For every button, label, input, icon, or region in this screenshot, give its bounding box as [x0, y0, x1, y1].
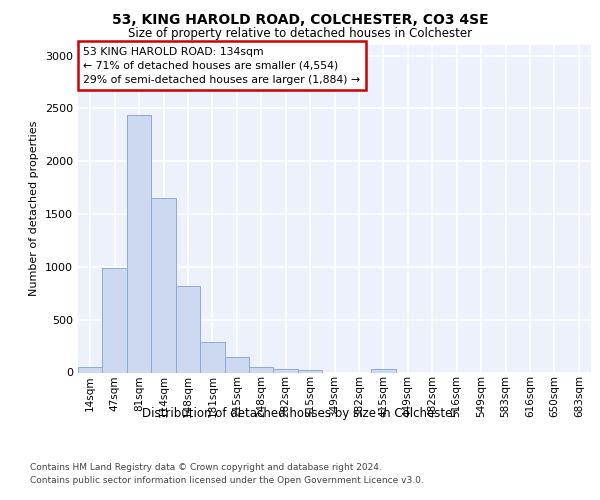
- Text: Contains HM Land Registry data © Crown copyright and database right 2024.: Contains HM Land Registry data © Crown c…: [30, 462, 382, 471]
- Bar: [127, 114, 151, 372]
- Bar: [249, 367, 274, 372]
- Text: 53 KING HAROLD ROAD: 134sqm
← 71% of detached houses are smaller (4,554)
29% of : 53 KING HAROLD ROAD: 134sqm ← 71% of det…: [83, 46, 360, 84]
- Bar: [298, 370, 322, 372]
- Bar: [224, 357, 249, 372]
- Bar: [274, 369, 298, 372]
- Text: Contains public sector information licensed under the Open Government Licence v3: Contains public sector information licen…: [30, 476, 424, 485]
- Bar: [103, 268, 127, 372]
- Bar: [371, 370, 395, 372]
- Bar: [200, 342, 224, 372]
- Bar: [78, 367, 103, 372]
- Y-axis label: Number of detached properties: Number of detached properties: [29, 121, 40, 296]
- Text: 53, KING HAROLD ROAD, COLCHESTER, CO3 4SE: 53, KING HAROLD ROAD, COLCHESTER, CO3 4S…: [112, 12, 488, 26]
- Bar: [151, 198, 176, 372]
- Text: Distribution of detached houses by size in Colchester: Distribution of detached houses by size …: [142, 408, 458, 420]
- Bar: [176, 286, 200, 372]
- Text: Size of property relative to detached houses in Colchester: Size of property relative to detached ho…: [128, 28, 472, 40]
